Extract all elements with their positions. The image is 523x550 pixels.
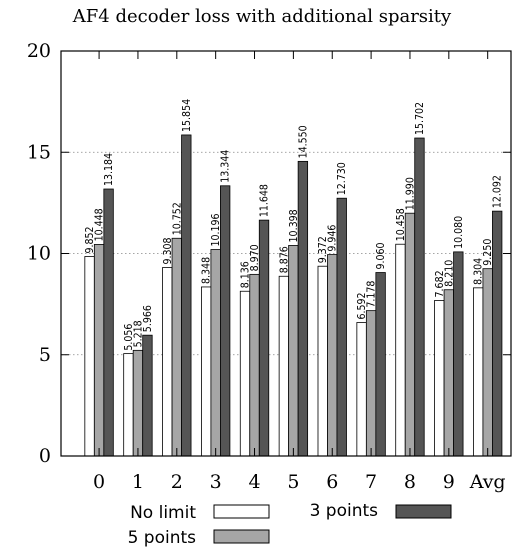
legend-swatch <box>213 504 270 519</box>
data-label: 13.184 <box>103 153 115 186</box>
data-label: 15.702 <box>414 102 426 135</box>
data-label: 15.854 <box>181 99 193 132</box>
bar <box>356 322 367 457</box>
x-tick-label: 9 <box>443 471 455 493</box>
data-label: 8.970 <box>249 244 261 271</box>
data-label: 9.250 <box>482 239 494 266</box>
bar <box>162 267 173 457</box>
x-tick-label: 5 <box>287 471 299 493</box>
y-tick-label: 0 <box>39 445 51 467</box>
data-label: 5.056 <box>123 324 135 351</box>
legend-swatch <box>213 529 270 544</box>
data-label: 7.682 <box>434 270 446 297</box>
data-label: 9.852 <box>84 226 96 253</box>
data-label: 8.210 <box>443 260 455 287</box>
x-tick-label: 1 <box>132 471 144 493</box>
bar <box>365 310 377 457</box>
x-tick-label: 0 <box>93 471 105 493</box>
data-label: 9.946 <box>327 225 339 252</box>
data-label: 10.448 <box>94 208 106 241</box>
chart-title: AF4 decoder loss with additional sparsit… <box>72 6 452 27</box>
data-label: 7.178 <box>366 281 378 308</box>
data-label: 8.304 <box>473 258 485 285</box>
legend-label: 5 points <box>128 528 197 548</box>
y-tick-label: 10 <box>27 243 51 265</box>
legend: No limit 5 points 3 points <box>128 501 452 548</box>
bar <box>123 353 134 457</box>
x-tick-label: Avg <box>469 471 506 493</box>
bar <box>404 212 416 457</box>
data-label: 8.876 <box>278 246 290 273</box>
x-tick-label: 7 <box>365 471 377 493</box>
bar <box>297 160 309 457</box>
data-label: 10.080 <box>453 216 465 249</box>
bar <box>171 237 182 457</box>
legend-label: No limit <box>130 503 196 523</box>
bar <box>288 245 299 457</box>
bar <box>201 286 212 457</box>
data-label: 9.060 <box>375 242 387 269</box>
bar <box>482 268 493 457</box>
data-label: 12.730 <box>336 162 348 195</box>
data-label: 6.592 <box>356 292 368 319</box>
legend-label: 3 points <box>310 501 379 521</box>
x-axis-ticks: 0 1 2 3 4 5 6 7 8 9 Avg <box>93 51 506 493</box>
bar <box>142 334 153 457</box>
x-tick-label: 6 <box>326 471 338 493</box>
bar <box>317 265 328 457</box>
data-label: 10.196 <box>210 213 222 246</box>
x-tick-label: 2 <box>171 471 183 493</box>
data-label: 12.092 <box>492 175 504 208</box>
data-label: 11.648 <box>259 184 271 217</box>
data-label: 9.372 <box>317 236 329 263</box>
bar <box>84 256 95 457</box>
bar <box>443 289 454 457</box>
data-label: 14.550 <box>297 125 309 158</box>
bar <box>132 349 144 457</box>
data-label: 10.458 <box>395 208 407 241</box>
data-label: 9.308 <box>162 237 174 264</box>
data-label: 10.398 <box>288 209 300 242</box>
data-label: 5.218 <box>132 320 144 347</box>
x-tick-label: 8 <box>404 471 416 493</box>
y-axis-ticks: 0 5 10 15 20 <box>27 40 511 467</box>
data-label: 11.990 <box>404 177 416 210</box>
y-tick-label: 20 <box>27 40 51 62</box>
bar <box>278 275 290 457</box>
bar <box>473 287 484 457</box>
bars <box>84 134 503 457</box>
y-tick-label: 15 <box>27 141 51 163</box>
bar <box>434 300 445 457</box>
bar <box>395 243 406 457</box>
data-label: 10.752 <box>171 202 183 235</box>
data-label: 8.348 <box>201 257 213 284</box>
bar <box>249 273 260 457</box>
bar <box>181 134 192 457</box>
legend-swatch <box>395 504 452 519</box>
data-label: 13.344 <box>220 150 232 183</box>
x-tick-label: 4 <box>248 471 260 493</box>
bar <box>239 290 251 457</box>
bar <box>93 244 105 457</box>
data-label: 8.136 <box>240 261 252 288</box>
bar <box>327 254 338 457</box>
y-tick-label: 5 <box>39 344 51 366</box>
x-tick-label: 3 <box>210 471 222 493</box>
data-label: 5.966 <box>142 305 154 332</box>
